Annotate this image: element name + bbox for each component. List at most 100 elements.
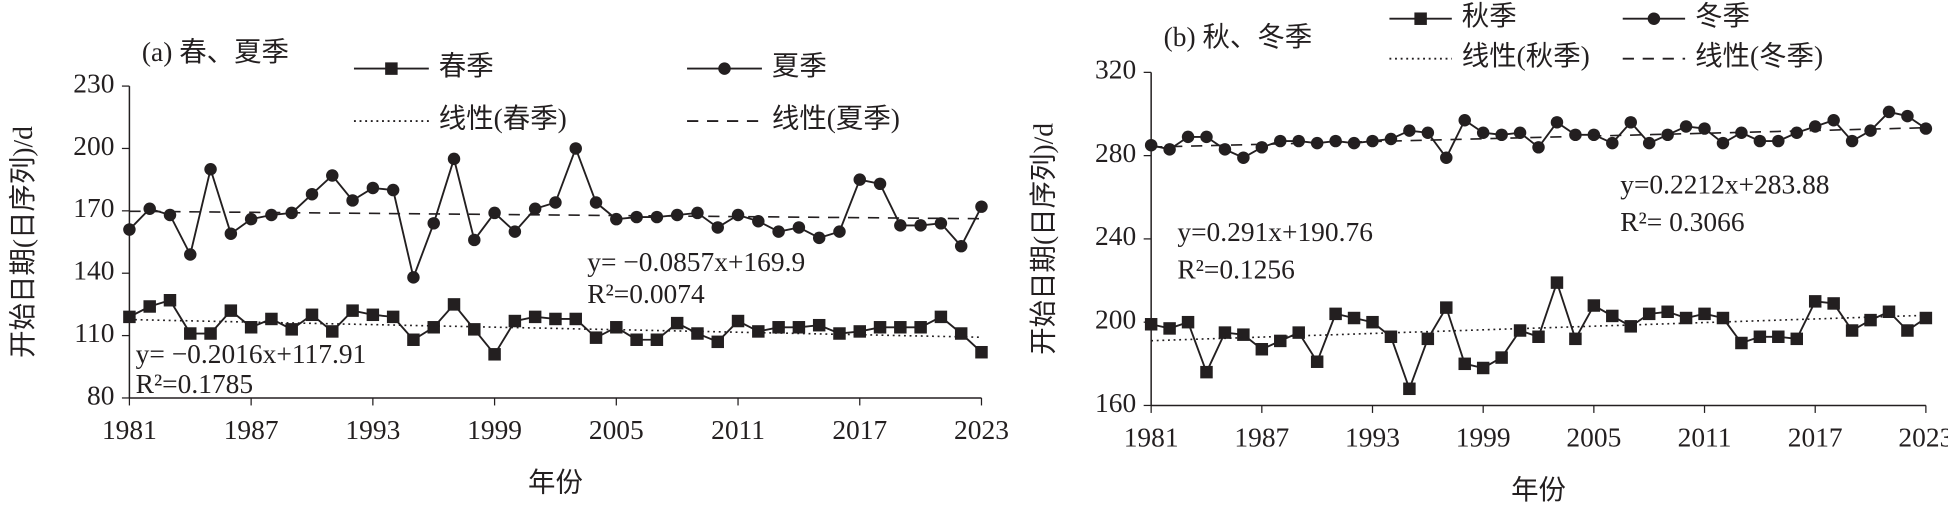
x-tick-label: 1987 bbox=[224, 415, 279, 445]
marker bbox=[610, 321, 623, 334]
x-axis-title: 年份 bbox=[528, 468, 583, 498]
marker bbox=[934, 310, 948, 324]
marker bbox=[1403, 124, 1416, 137]
marker bbox=[691, 206, 704, 220]
marker bbox=[1882, 305, 1896, 319]
marker bbox=[1753, 134, 1767, 148]
x-tick-label: 1999 bbox=[467, 415, 522, 445]
marker bbox=[1550, 116, 1564, 129]
marker bbox=[752, 325, 765, 338]
marker bbox=[123, 223, 136, 236]
marker bbox=[954, 327, 968, 340]
marker bbox=[1698, 307, 1711, 321]
marker bbox=[894, 321, 907, 334]
marker bbox=[385, 62, 398, 75]
marker bbox=[1292, 326, 1305, 339]
marker bbox=[1163, 322, 1176, 335]
y-tick-label: 140 bbox=[73, 256, 114, 286]
annotation: R²=0.1785 bbox=[136, 369, 253, 399]
y-axis-title: 开始日期(日序列)/d bbox=[1029, 123, 1059, 355]
y-tick-label: 280 bbox=[1095, 138, 1136, 168]
marker bbox=[569, 142, 582, 155]
marker bbox=[1864, 313, 1877, 327]
x-tick-label: 2023 bbox=[954, 415, 1009, 445]
marker bbox=[1772, 134, 1785, 148]
marker bbox=[1882, 105, 1896, 119]
marker bbox=[1237, 328, 1250, 341]
marker bbox=[934, 217, 948, 230]
marker bbox=[1845, 134, 1859, 148]
series-line bbox=[129, 210, 982, 220]
marker bbox=[508, 225, 522, 238]
marker bbox=[265, 312, 278, 326]
marker bbox=[1901, 324, 1914, 337]
marker bbox=[1679, 120, 1693, 133]
marker bbox=[468, 233, 481, 247]
marker bbox=[1661, 305, 1674, 319]
chart-title: (b) 秋、冬季 bbox=[1164, 22, 1313, 52]
marker bbox=[1772, 330, 1785, 343]
marker bbox=[873, 177, 887, 191]
marker bbox=[1606, 136, 1619, 150]
x-tick-label: 1987 bbox=[1234, 423, 1289, 453]
marker bbox=[1144, 318, 1158, 331]
marker bbox=[163, 294, 177, 307]
panel: (a) 春、夏季 80 110 140 170 200 230 1981 1987 1993 199… bbox=[8, 37, 1009, 497]
marker bbox=[873, 321, 887, 334]
marker bbox=[366, 181, 380, 195]
marker bbox=[1218, 143, 1232, 156]
marker bbox=[1698, 122, 1711, 135]
marker bbox=[975, 345, 988, 359]
marker bbox=[224, 227, 238, 240]
annotation: R²=0.0074 bbox=[587, 279, 705, 309]
x-tick-label: 1999 bbox=[1456, 423, 1511, 453]
marker bbox=[1329, 307, 1342, 321]
marker bbox=[1679, 311, 1693, 325]
y-tick-label: 230 bbox=[73, 68, 114, 98]
marker bbox=[691, 327, 704, 340]
marker bbox=[914, 219, 927, 232]
marker bbox=[1735, 336, 1748, 350]
marker bbox=[718, 62, 731, 75]
marker bbox=[630, 333, 643, 346]
marker bbox=[1790, 332, 1803, 346]
marker bbox=[975, 200, 988, 213]
marker bbox=[1808, 120, 1822, 133]
marker bbox=[549, 196, 562, 209]
marker bbox=[1200, 130, 1213, 144]
marker bbox=[346, 194, 359, 207]
marker bbox=[914, 321, 927, 334]
marker bbox=[833, 225, 846, 238]
marker bbox=[894, 219, 907, 232]
marker bbox=[508, 314, 522, 328]
marker bbox=[1163, 143, 1176, 156]
marker bbox=[1144, 138, 1158, 152]
marker bbox=[488, 348, 501, 361]
marker bbox=[1414, 12, 1427, 25]
marker bbox=[650, 333, 664, 346]
marker bbox=[853, 173, 866, 186]
marker bbox=[1218, 326, 1232, 339]
marker bbox=[1274, 134, 1287, 148]
marker bbox=[488, 206, 501, 220]
series-line bbox=[1151, 314, 1926, 342]
marker bbox=[772, 225, 785, 238]
marker bbox=[244, 212, 258, 226]
marker bbox=[650, 210, 664, 224]
legend-label: 夏季 bbox=[772, 51, 827, 81]
x-tick-label: 2011 bbox=[1678, 423, 1732, 453]
marker bbox=[1347, 311, 1361, 325]
marker bbox=[305, 308, 319, 322]
marker bbox=[447, 298, 461, 311]
marker bbox=[711, 335, 724, 349]
marker bbox=[386, 310, 400, 324]
marker bbox=[1347, 136, 1361, 150]
marker bbox=[143, 300, 156, 313]
marker bbox=[123, 310, 136, 324]
legend-label: 线性(春季) bbox=[439, 103, 567, 133]
y-axis-title: 开始日期(日序列)/d bbox=[8, 126, 38, 358]
marker bbox=[1421, 332, 1435, 346]
marker bbox=[1181, 130, 1195, 144]
